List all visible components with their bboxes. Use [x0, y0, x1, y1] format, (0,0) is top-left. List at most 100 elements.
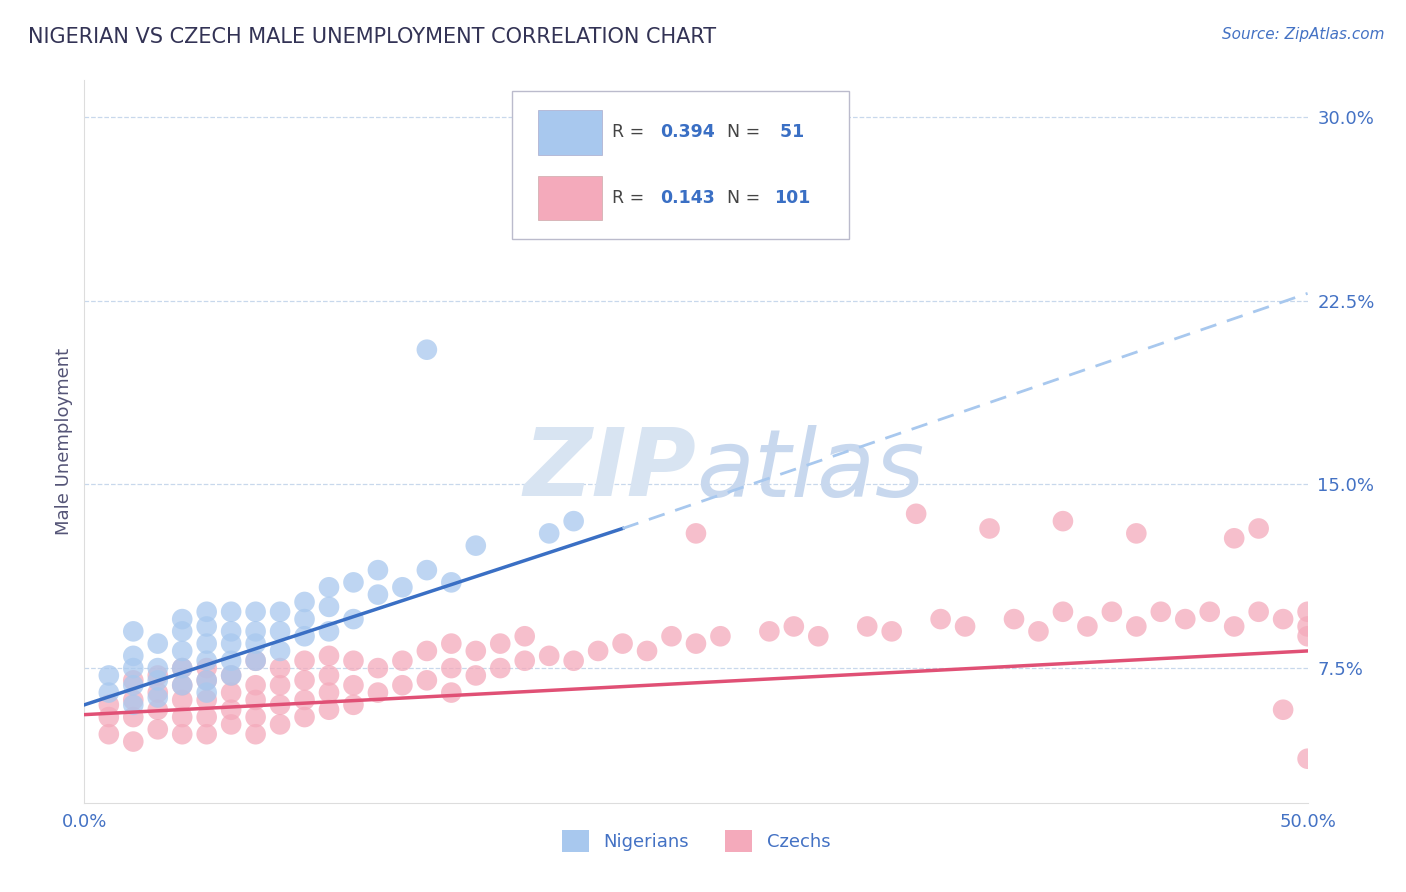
Point: [464, 644, 486, 658]
Point: [294, 654, 316, 668]
Point: [1076, 619, 1098, 633]
Point: [562, 514, 585, 528]
Point: [1223, 619, 1246, 633]
Point: [807, 629, 830, 643]
Point: [440, 637, 463, 651]
Point: [97, 698, 120, 712]
Point: [1052, 605, 1074, 619]
Point: [122, 678, 145, 692]
Point: [318, 648, 340, 663]
Point: [734, 195, 756, 210]
Point: [195, 605, 218, 619]
Point: [489, 661, 512, 675]
Point: [758, 624, 780, 639]
Point: [219, 624, 242, 639]
Point: [122, 673, 145, 688]
Point: [464, 539, 486, 553]
Point: [245, 605, 267, 619]
Point: [440, 575, 463, 590]
Point: [245, 637, 267, 651]
Text: N =: N =: [727, 123, 765, 141]
Text: 101: 101: [775, 189, 811, 207]
Point: [880, 624, 903, 639]
Point: [538, 526, 561, 541]
Point: [245, 654, 267, 668]
Point: [391, 654, 413, 668]
Point: [318, 668, 340, 682]
Point: [318, 624, 340, 639]
Point: [953, 619, 976, 633]
Point: [269, 644, 291, 658]
Point: [269, 624, 291, 639]
Point: [416, 563, 439, 577]
Point: [219, 605, 242, 619]
Point: [219, 654, 242, 668]
Point: [636, 644, 658, 658]
Point: [122, 734, 145, 748]
Point: [219, 703, 242, 717]
Point: [269, 717, 291, 731]
FancyBboxPatch shape: [513, 91, 849, 239]
Point: [146, 637, 169, 651]
Point: [1272, 703, 1295, 717]
Point: [685, 526, 707, 541]
Point: [1150, 605, 1173, 619]
Text: N =: N =: [727, 189, 765, 207]
Point: [269, 698, 291, 712]
Point: [97, 685, 120, 699]
Point: [172, 710, 194, 724]
Point: [269, 605, 291, 619]
Point: [146, 668, 169, 682]
Point: [195, 693, 218, 707]
Point: [416, 343, 439, 357]
Point: [489, 637, 512, 651]
Point: [342, 678, 364, 692]
Point: [172, 612, 194, 626]
Point: [294, 710, 316, 724]
Point: [195, 619, 218, 633]
Legend: Nigerians, Czechs: Nigerians, Czechs: [554, 822, 838, 859]
Point: [195, 710, 218, 724]
Text: ZIP: ZIP: [523, 425, 696, 516]
Point: [1296, 605, 1319, 619]
Point: [219, 637, 242, 651]
Point: [269, 661, 291, 675]
Text: NIGERIAN VS CZECH MALE UNEMPLOYMENT CORRELATION CHART: NIGERIAN VS CZECH MALE UNEMPLOYMENT CORR…: [28, 27, 716, 46]
Point: [1198, 605, 1220, 619]
Point: [122, 693, 145, 707]
Point: [783, 619, 806, 633]
Point: [1247, 605, 1270, 619]
Point: [122, 661, 145, 675]
Point: [391, 580, 413, 594]
Point: [294, 595, 316, 609]
Point: [440, 661, 463, 675]
Point: [367, 563, 389, 577]
Point: [440, 685, 463, 699]
Point: [342, 575, 364, 590]
Point: [146, 661, 169, 675]
Text: 0.143: 0.143: [661, 189, 716, 207]
Point: [245, 678, 267, 692]
Point: [146, 703, 169, 717]
Point: [172, 727, 194, 741]
Text: Source: ZipAtlas.com: Source: ZipAtlas.com: [1222, 27, 1385, 42]
Text: R =: R =: [612, 189, 650, 207]
Point: [146, 723, 169, 737]
Point: [318, 580, 340, 594]
Point: [172, 624, 194, 639]
Point: [172, 661, 194, 675]
Point: [146, 673, 169, 688]
Point: [172, 678, 194, 692]
Point: [1296, 619, 1319, 633]
Point: [195, 673, 218, 688]
Point: [97, 710, 120, 724]
Point: [294, 673, 316, 688]
Point: [245, 654, 267, 668]
Point: [122, 698, 145, 712]
Point: [464, 668, 486, 682]
Point: [219, 668, 242, 682]
Text: R =: R =: [612, 123, 650, 141]
Point: [318, 703, 340, 717]
Point: [318, 685, 340, 699]
Point: [245, 624, 267, 639]
